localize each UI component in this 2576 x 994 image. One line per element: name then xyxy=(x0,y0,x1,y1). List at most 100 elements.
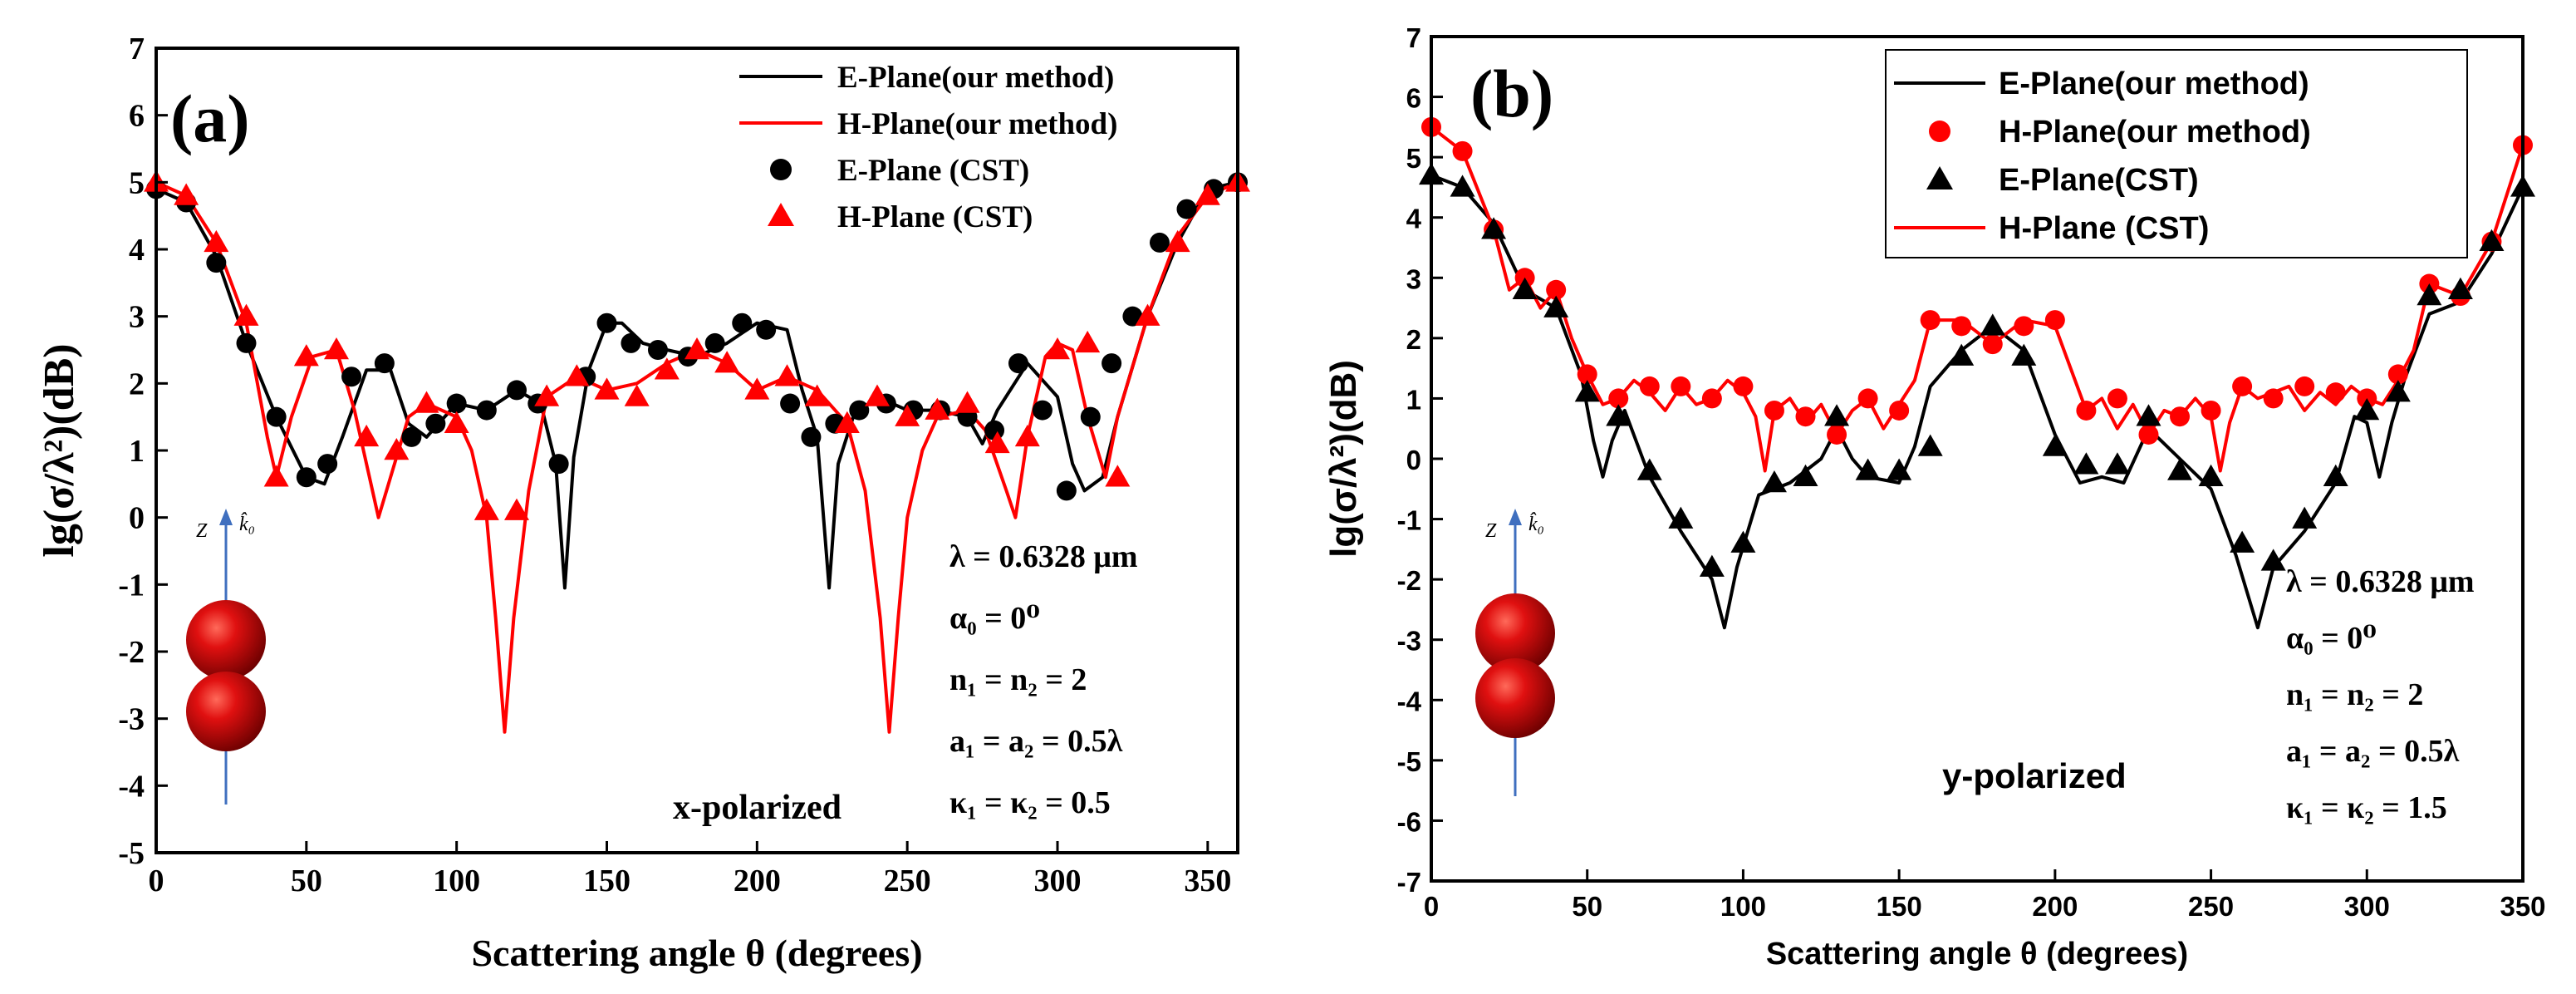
data-point-e-plane-cst xyxy=(2042,434,2068,456)
legend-swatch xyxy=(770,159,792,180)
data-point-h-plane-our-method xyxy=(1733,376,1754,396)
data-point-h-plane-our-method xyxy=(1795,406,1816,427)
polarization-label-b: y-polarized xyxy=(1942,756,2127,795)
y-tick-label: -1 xyxy=(1397,505,1421,536)
y-tick-label: 2 xyxy=(129,367,145,401)
data-point-e-plane-cst xyxy=(1176,199,1197,219)
y-tick-label: -2 xyxy=(118,635,145,670)
param-alpha-b: α₀ = 0⁰ xyxy=(2286,621,2377,656)
panel-label-a: (a) xyxy=(170,81,250,156)
param-kappa-b: κ₁ = κ₂ = 1.5 xyxy=(2286,790,2447,825)
x-axis-title-a: Scattering angle θ (degrees) xyxy=(471,932,922,974)
y-tick-label: 3 xyxy=(1406,263,1421,294)
data-point-h-plane-our-method xyxy=(2107,388,2127,409)
param-wavelength-a: λ = 0.6328 μm xyxy=(949,539,1138,574)
y-tick-label: 6 xyxy=(1406,83,1421,114)
data-point-h-plane-cst xyxy=(925,397,950,420)
x-tick-label: 200 xyxy=(734,864,781,898)
data-point-e-plane-cst xyxy=(425,413,446,434)
legend-label: E-Plane(CST) xyxy=(1999,163,2199,198)
data-point-e-plane-cst xyxy=(647,340,668,360)
data-point-e-plane-cst xyxy=(1980,313,2005,336)
y-tick-label: 0 xyxy=(1406,445,1421,475)
panel-b: -7 -6 -5 -4 -3 -2 -1 0 1 2 3 4 5 6 7 0 50 100 150 200 250 30… xyxy=(1323,22,2546,972)
parameters-b: λ = 0.6328 μm α₀ = 0⁰ n₁ = n₂ = 2 a₁ = a… xyxy=(2286,564,2475,825)
data-point-e-plane-cst xyxy=(2479,229,2505,251)
data-point-e-plane-cst xyxy=(1102,353,1122,374)
y-axis-title-a: lg(σ/λ²)(dB) xyxy=(36,343,83,557)
data-point-e-plane-cst xyxy=(2104,452,2130,475)
y-tick-label: 7 xyxy=(129,32,145,66)
panel-label-b: (b) xyxy=(1470,56,1553,131)
param-refractive-index-b: n₁ = n₂ = 2 xyxy=(2286,677,2423,712)
dimer-spheres-icon: Z k̂₀ xyxy=(1475,509,1555,796)
data-point-h-plane-cst xyxy=(233,303,259,326)
data-point-h-plane-cst xyxy=(744,377,770,400)
data-point-e-plane-cst xyxy=(704,332,725,353)
data-point-e-plane-cst xyxy=(1606,404,1631,426)
data-point-e-plane-cst xyxy=(2136,404,2161,426)
x-tick-label: 200 xyxy=(2032,891,2078,922)
data-point-e-plane-cst xyxy=(1574,380,1600,402)
data-point-h-plane-our-method xyxy=(1671,376,1691,396)
data-point-e-plane-cst xyxy=(2230,530,2255,553)
series-line-h-plane-cst xyxy=(1430,125,2524,473)
data-point-h-plane-our-method xyxy=(2263,388,2284,409)
data-point-e-plane-cst xyxy=(1824,404,1850,426)
data-point-e-plane-cst xyxy=(2073,452,2099,475)
data-point-h-plane-our-method xyxy=(2138,424,2159,445)
data-point-h-plane-our-method xyxy=(2044,310,2065,331)
y-tick-label: -3 xyxy=(118,702,145,737)
y-tick-label: -4 xyxy=(1397,686,1422,716)
y-tick-label: -3 xyxy=(1397,626,1421,657)
y-tick-label: -1 xyxy=(118,568,145,603)
data-point-h-plane-our-method xyxy=(1764,400,1784,421)
data-point-e-plane-cst xyxy=(548,454,569,475)
data-point-h-plane-our-method xyxy=(2201,400,2221,421)
plot-area-a xyxy=(144,170,1250,734)
data-point-e-plane-cst xyxy=(2323,464,2348,487)
data-point-h-plane-cst xyxy=(534,384,560,406)
data-point-e-plane-cst xyxy=(374,353,395,374)
y-tick-label: 5 xyxy=(1406,143,1421,174)
data-point-h-plane-cst xyxy=(263,465,289,487)
legend-swatch xyxy=(1926,166,1953,189)
y-tick-label: 4 xyxy=(129,233,145,268)
data-point-e-plane-cst xyxy=(1793,464,1818,487)
data-point-h-plane-cst xyxy=(1135,303,1160,326)
y-tick-label: 3 xyxy=(129,300,145,335)
data-point-e-plane-cst xyxy=(1149,232,1170,253)
data-point-h-plane-cst xyxy=(984,431,1010,454)
x-tick-label: 100 xyxy=(433,864,480,898)
data-point-e-plane-cst xyxy=(1761,470,1787,493)
data-point-h-plane-cst xyxy=(865,384,890,406)
data-point-e-plane-cst xyxy=(1122,306,1143,327)
data-point-h-plane-cst xyxy=(774,364,800,386)
data-point-e-plane-cst xyxy=(1450,175,1475,197)
data-point-e-plane-cst xyxy=(1668,506,1694,529)
data-point-h-plane-our-method xyxy=(1577,364,1597,385)
y-tick-label: 7 xyxy=(1406,22,1421,53)
legend-label: E-Plane (CST) xyxy=(837,154,1029,188)
data-point-e-plane-cst xyxy=(296,467,316,488)
data-point-h-plane-cst xyxy=(834,411,860,433)
y-tick-label: 5 xyxy=(129,165,145,200)
data-point-h-plane-our-method xyxy=(1920,310,1941,331)
data-point-h-plane-cst xyxy=(1165,229,1190,253)
data-point-e-plane-cst xyxy=(1008,353,1028,374)
data-point-h-plane-our-method xyxy=(1951,316,1972,337)
data-point-h-plane-cst xyxy=(624,384,650,406)
data-point-h-plane-our-method xyxy=(2232,376,2253,396)
x-tick-label: 300 xyxy=(2344,891,2390,922)
x-tick-label: 100 xyxy=(1720,891,1766,922)
x-ticks-b: 0 50 100 150 200 250 300 350 xyxy=(1424,869,2546,922)
x-tick-label: 50 xyxy=(1572,891,1602,922)
y-tick-label: 2 xyxy=(1406,324,1421,355)
data-point-h-plane-cst xyxy=(954,391,980,413)
data-point-h-plane-cst xyxy=(804,384,830,406)
y-tick-label: -4 xyxy=(118,769,145,804)
y-tick-label: -5 xyxy=(118,836,145,871)
parameters-a: λ = 0.6328 μm α₀ = 0⁰ n₁ = n₂ = 2 a₁ = a… xyxy=(949,539,1138,820)
data-point-e-plane-cst xyxy=(732,312,753,333)
data-point-h-plane-cst xyxy=(714,351,740,373)
